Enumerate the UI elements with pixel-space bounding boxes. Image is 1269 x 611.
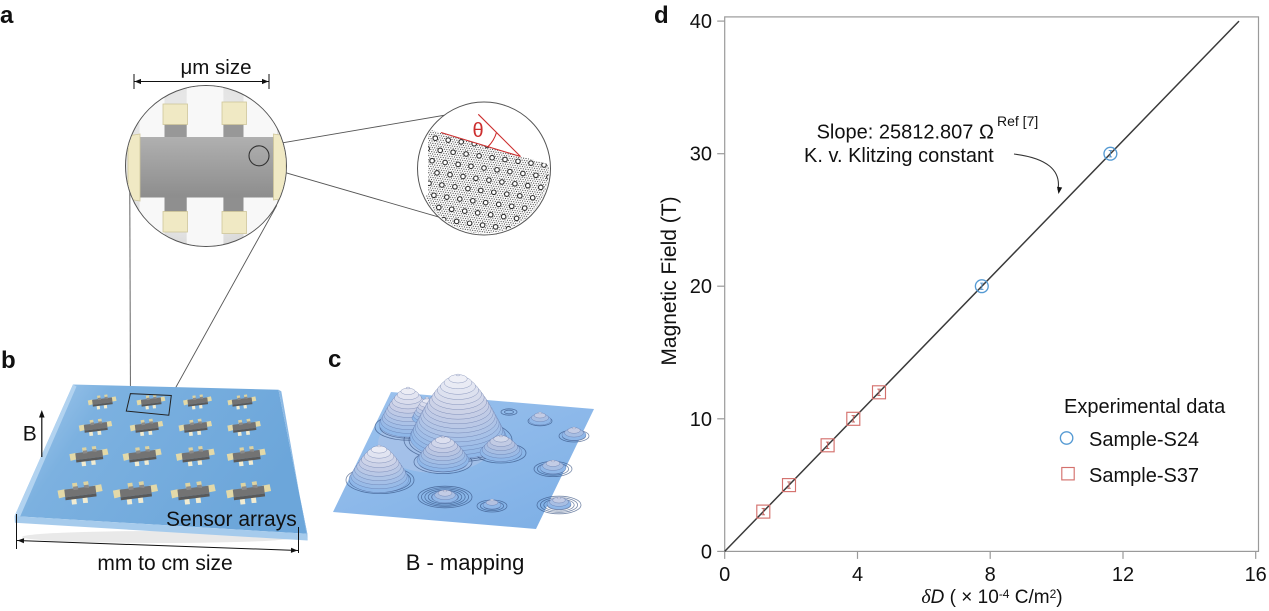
svg-text:0: 0	[701, 541, 712, 563]
svg-text:Slope: 25812.807 Ω: Slope: 25812.807 Ω	[817, 121, 994, 143]
svg-text:8: 8	[985, 564, 996, 586]
svg-text:Sensor arrays: Sensor arrays	[166, 508, 297, 531]
svg-text:K. v. Klitzing constant: K. v. Klitzing constant	[804, 145, 994, 167]
svg-text:0: 0	[719, 564, 730, 586]
svg-text:δD ( × 10-4 C/m2): δD ( × 10-4 C/m2)	[921, 586, 1062, 608]
svg-text:a: a	[0, 2, 14, 29]
svg-text:Ref [7]: Ref [7]	[997, 113, 1038, 129]
svg-text:30: 30	[690, 144, 712, 166]
svg-text:10: 10	[690, 409, 712, 431]
svg-text:Sample-S37: Sample-S37	[1089, 465, 1199, 487]
svg-text:Experimental data: Experimental data	[1064, 396, 1226, 418]
svg-text:4: 4	[852, 564, 863, 586]
svg-text:20: 20	[690, 276, 712, 298]
svg-text:40: 40	[690, 11, 712, 33]
svg-text:μm size: μm size	[180, 56, 251, 79]
svg-text:c: c	[328, 346, 341, 373]
svg-text:d: d	[654, 2, 669, 29]
svg-text:Sample-S24: Sample-S24	[1089, 429, 1199, 451]
svg-text:Magnetic Field (T): Magnetic Field (T)	[658, 196, 681, 365]
svg-text:16: 16	[1245, 564, 1267, 586]
svg-text:mm to cm size: mm to cm size	[97, 552, 232, 575]
svg-text:12: 12	[1112, 564, 1134, 586]
svg-text:b: b	[1, 347, 16, 374]
svg-text:B - mapping: B - mapping	[406, 550, 525, 575]
svg-text:B: B	[23, 423, 37, 446]
svg-text:θ: θ	[472, 120, 483, 142]
